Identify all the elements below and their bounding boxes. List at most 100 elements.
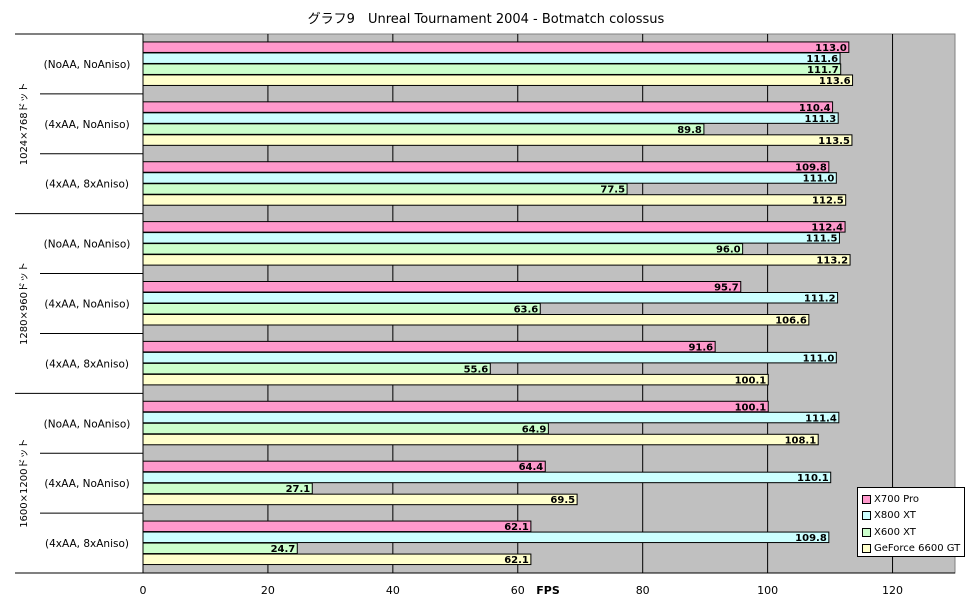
bar (142, 362, 491, 375)
bar (142, 221, 846, 233)
bar (142, 101, 834, 113)
data-label: 96.0 (716, 245, 741, 256)
data-label: 111.7 (807, 65, 839, 76)
bar (142, 74, 854, 86)
data-label: 62.1 (504, 555, 529, 566)
bar (142, 351, 837, 364)
x-tick-label: 0 (140, 584, 147, 597)
bar (142, 254, 851, 266)
data-label: 113.6 (819, 76, 851, 87)
bar (142, 232, 840, 244)
legend-label: GeForce 6600 GT (874, 543, 961, 555)
data-label: 113.2 (816, 256, 848, 267)
bar (142, 422, 549, 435)
bar (142, 63, 842, 75)
bar (142, 172, 837, 184)
bar (142, 531, 830, 544)
data-label: 111.3 (805, 114, 837, 125)
data-label: 111.5 (806, 234, 838, 245)
bar (142, 292, 839, 304)
data-label: 24.7 (271, 544, 296, 555)
legend-swatch (862, 511, 871, 521)
bar (142, 340, 716, 353)
x-tick-label: 40 (386, 584, 400, 597)
x-tick-label: 80 (636, 584, 650, 597)
bar (142, 553, 532, 566)
bar (142, 400, 769, 413)
data-label: 112.5 (812, 196, 844, 207)
bar (142, 493, 578, 506)
data-label: 111.6 (806, 54, 838, 65)
data-label: 113.0 (815, 43, 847, 54)
legend-label: X600 XT (874, 526, 916, 538)
bar (142, 303, 541, 315)
group-label: 1280×960ドット (19, 262, 30, 345)
legend-label: X700 Pro (874, 493, 919, 505)
bar (142, 471, 832, 484)
data-label: 27.1 (286, 484, 311, 495)
category-label: (4xAA, 8xAniso) (45, 179, 129, 191)
category-label: (NoAA, NoAniso) (44, 239, 131, 251)
bar (142, 134, 853, 146)
x-tick-label: 60 (511, 584, 525, 597)
legend-swatch (862, 544, 871, 554)
bar (142, 433, 819, 446)
chart-title: グラフ9 Unreal Tournament 2004 - Botmatch c… (307, 12, 665, 27)
bar (142, 123, 705, 135)
category-label: (NoAA, NoAniso) (44, 418, 131, 430)
group-label: 1600×1200ドット (19, 439, 30, 528)
bar (142, 183, 628, 195)
bar (142, 243, 744, 255)
bar (142, 161, 830, 173)
bar (142, 112, 839, 124)
data-label: 62.1 (504, 522, 529, 533)
data-label: 111.4 (805, 413, 837, 424)
category-label: (4xAA, NoAniso) (44, 119, 129, 131)
legend-item: X600 XT (862, 524, 964, 541)
bar (142, 52, 841, 64)
data-label: 112.4 (811, 223, 843, 234)
category-label: (4xAA, 8xAniso) (45, 538, 129, 550)
x-tick-label: 20 (261, 584, 275, 597)
legend-item: GeForce 6600 GT (862, 541, 964, 558)
x-axis-label: FPS (536, 584, 560, 597)
bar (142, 314, 810, 326)
category-label: (NoAA, NoAniso) (44, 59, 131, 71)
legend-item: X800 XT (862, 508, 964, 525)
group-label: 1024×768ドット (19, 82, 30, 165)
data-label: 110.1 (797, 473, 829, 484)
bar (142, 194, 847, 206)
x-tick-label: 120 (882, 584, 903, 597)
data-label: 64.4 (519, 462, 544, 473)
data-label: 111.2 (804, 294, 836, 305)
legend-label: X800 XT (874, 510, 916, 522)
category-label: (4xAA, NoAniso) (44, 478, 129, 490)
data-label: 77.5 (600, 185, 625, 196)
category-label: (4xAA, NoAniso) (44, 299, 129, 311)
data-label: 91.6 (688, 342, 713, 353)
data-label: 110.4 (799, 103, 831, 114)
category-label: (4xAA, 8xAniso) (45, 358, 129, 370)
data-label: 113.5 (818, 136, 850, 147)
x-tick-label: 100 (757, 584, 778, 597)
bar (142, 460, 546, 473)
data-label: 69.5 (550, 495, 575, 506)
data-label: 95.7 (714, 283, 739, 294)
data-label: 63.6 (514, 305, 539, 316)
data-label: 109.8 (795, 163, 827, 174)
data-label: 100.1 (735, 375, 767, 386)
data-label: 55.6 (464, 364, 489, 375)
bar (142, 281, 742, 293)
legend-swatch (862, 527, 871, 537)
data-label: 89.8 (677, 125, 702, 136)
data-label: 111.0 (803, 353, 835, 364)
legend-item: X700 Pro (862, 491, 964, 508)
bar (142, 520, 532, 533)
data-label: 108.1 (785, 435, 817, 446)
bar (142, 41, 850, 53)
legend: X700 Pro X800 XT X600 XT GeForce 6600 GT (857, 487, 965, 557)
bar (142, 373, 769, 386)
data-label: 100.1 (735, 402, 767, 413)
data-label: 64.9 (522, 424, 547, 435)
data-label: 111.0 (803, 174, 835, 185)
